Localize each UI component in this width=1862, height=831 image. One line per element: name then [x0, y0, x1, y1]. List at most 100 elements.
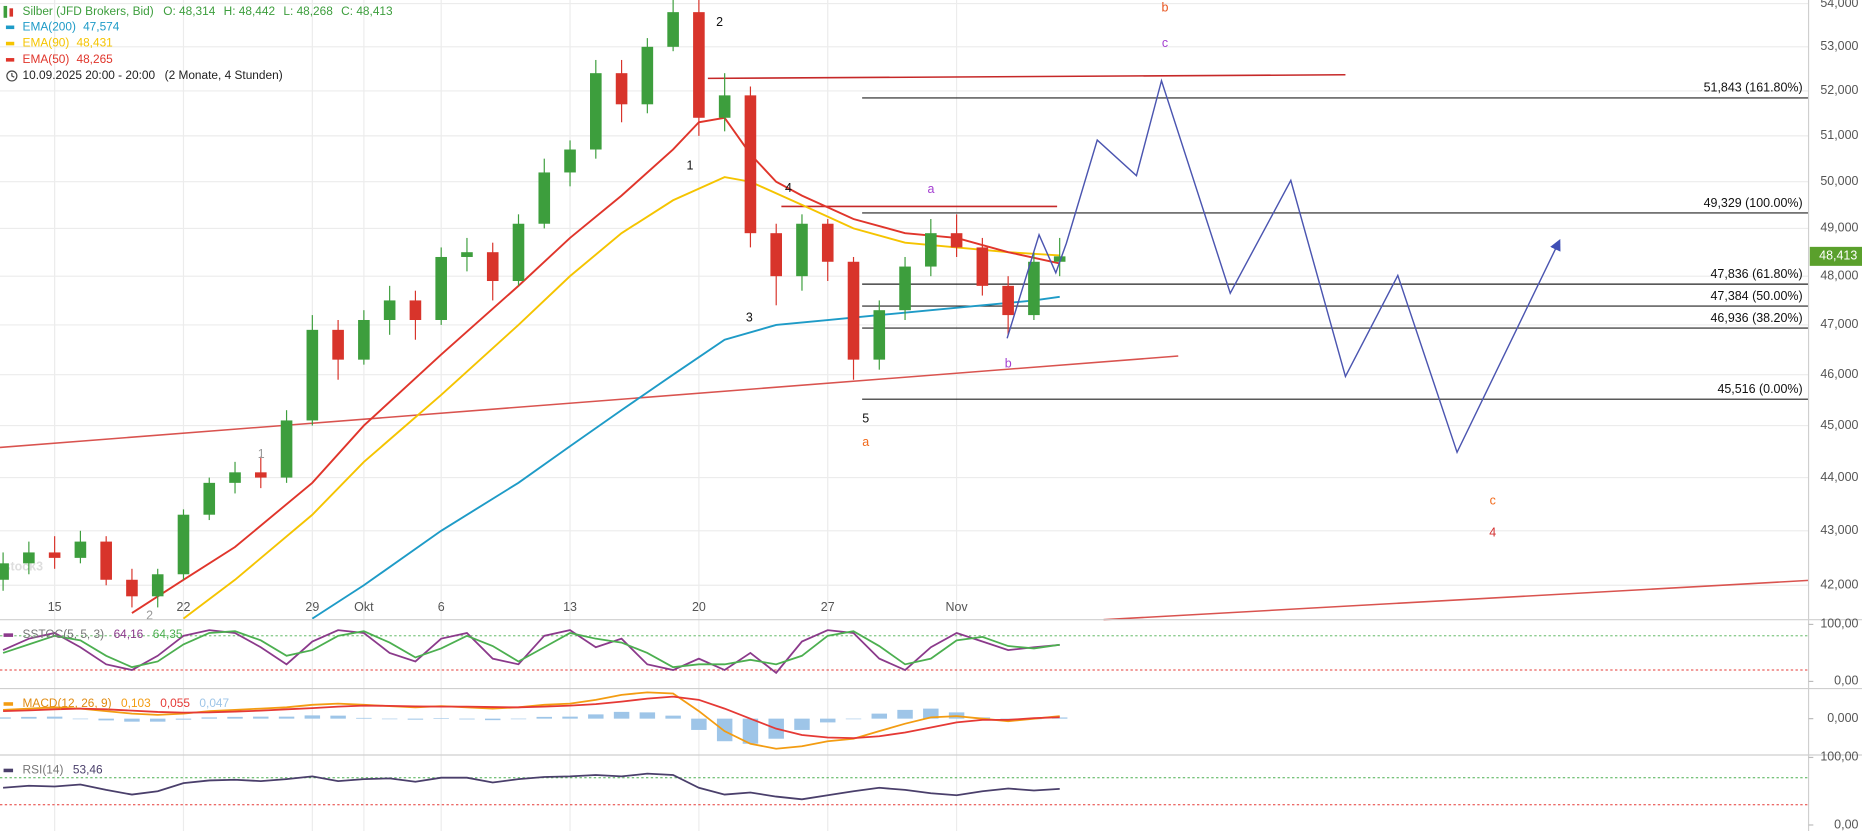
wave-label: b [1161, 1, 1168, 15]
candle-body [899, 266, 911, 311]
histogram-bar [175, 718, 192, 720]
y-tick-label: 53,000 [1820, 39, 1858, 53]
candle-body [332, 329, 344, 360]
histogram-bar [742, 718, 759, 744]
candle-body [667, 12, 679, 47]
legend-text: RSI(14) [23, 763, 64, 777]
legend-swatch [5, 41, 15, 46]
histogram-bar [98, 718, 114, 721]
candle-body [615, 73, 628, 105]
legend-icon [9, 8, 14, 17]
histogram-bar [149, 718, 166, 722]
indicator-line [2, 629, 1060, 675]
histogram-bar [845, 718, 862, 720]
legend-text: 0,103 [121, 696, 151, 710]
wave-label: 5 [862, 411, 869, 425]
y-tick-label: 0,00 [1834, 817, 1858, 831]
candle-body [280, 420, 293, 478]
histogram-bar [613, 711, 630, 719]
histogram-bar [201, 717, 217, 719]
legend-text: 0,055 [160, 696, 190, 710]
x-tick-label: 15 [48, 600, 62, 614]
clock-icon [6, 70, 18, 82]
legend-text: H: 48,442 [224, 4, 275, 18]
trend-line [1103, 579, 1809, 621]
histogram-bar [639, 712, 656, 719]
legend-swatch [5, 25, 15, 30]
candle-body [590, 73, 602, 150]
candle-body [74, 541, 87, 558]
ema-line [131, 116, 1060, 614]
x-tick-label: 6 [438, 600, 445, 614]
projection-path [1006, 78, 1561, 455]
legend-text: EMA(50) [23, 52, 70, 66]
y-tick-label: 100,00 [1820, 750, 1858, 764]
wave-label: a [862, 435, 869, 449]
indicator-line [2, 630, 1060, 669]
y-tick-label: 0,000 [1827, 711, 1858, 725]
y-tick-label: 42,000 [1820, 578, 1858, 592]
histogram-bar [820, 718, 836, 723]
histogram-bar [227, 716, 243, 719]
histogram-bar [381, 718, 398, 720]
indicator-line [3, 772, 1060, 801]
legend-icon [3, 5, 8, 18]
wave-label: 2 [146, 608, 153, 622]
histogram-bar [46, 716, 63, 719]
y-tick-label: 48,000 [1820, 268, 1858, 282]
candle-body [873, 310, 886, 360]
candle-body [744, 95, 757, 234]
y-tick-label: 49,000 [1820, 221, 1858, 235]
legend-swatch [3, 702, 14, 706]
x-tick-label: 20 [692, 600, 706, 614]
wave-label: 3 [746, 310, 753, 324]
histogram-bar [72, 718, 89, 720]
y-tick-label: 46,000 [1820, 367, 1858, 381]
x-tick-label: 22 [177, 600, 191, 614]
legend-text: C: 48,413 [341, 4, 393, 18]
x-tick-label: 29 [305, 600, 319, 614]
candle-body [48, 552, 61, 558]
candle-body [383, 300, 396, 320]
legend-text: 64,35 [153, 627, 183, 641]
histogram-bar [794, 718, 810, 730]
candle-body [358, 319, 370, 360]
candle-body [1028, 261, 1040, 316]
histogram-bar [510, 718, 527, 720]
legend-text: L: 48,268 [283, 4, 333, 18]
fib-label: 51,843 (161.80%) [1704, 81, 1803, 95]
fib-label: 46,936 (38.20%) [1711, 311, 1803, 325]
candle-body [409, 300, 422, 320]
trend-line [0, 355, 1179, 449]
legend-text: 53,46 [73, 763, 103, 777]
legend-text: SSTOC(5, 5, 3) [23, 627, 105, 641]
wave-label: b [1005, 357, 1012, 371]
candle-body [254, 472, 267, 478]
legend-swatch [3, 768, 14, 773]
wave-label: 4 [785, 181, 792, 195]
candle-body [229, 472, 241, 483]
candle-body [100, 541, 112, 580]
candle-body [126, 579, 138, 597]
candle-body [796, 223, 808, 277]
legend-swatch [5, 58, 15, 62]
y-tick-label: 43,000 [1820, 523, 1858, 537]
wave-label: c [1162, 36, 1168, 50]
histogram-bar [484, 718, 501, 721]
overlay-layer: 42,000 43,000 44,000 45,000 46,000 47,000 48,0… [3, 0, 1862, 831]
histogram-bar [0, 717, 11, 719]
y-tick-label: 47,000 [1820, 317, 1858, 331]
legend-text: 48,431 [76, 36, 113, 50]
candle-body [693, 12, 705, 118]
x-tick-label: 27 [821, 600, 835, 614]
wave-label: 1 [258, 447, 265, 461]
candle-body [435, 256, 447, 320]
histogram-bar [433, 718, 449, 719]
legend-text: MACD(12, 26, 9) [23, 696, 112, 710]
histogram-bar [330, 715, 346, 719]
wave-label: 4 [1489, 525, 1496, 539]
candle-body [770, 233, 783, 277]
wave-label: c [1490, 493, 1496, 507]
